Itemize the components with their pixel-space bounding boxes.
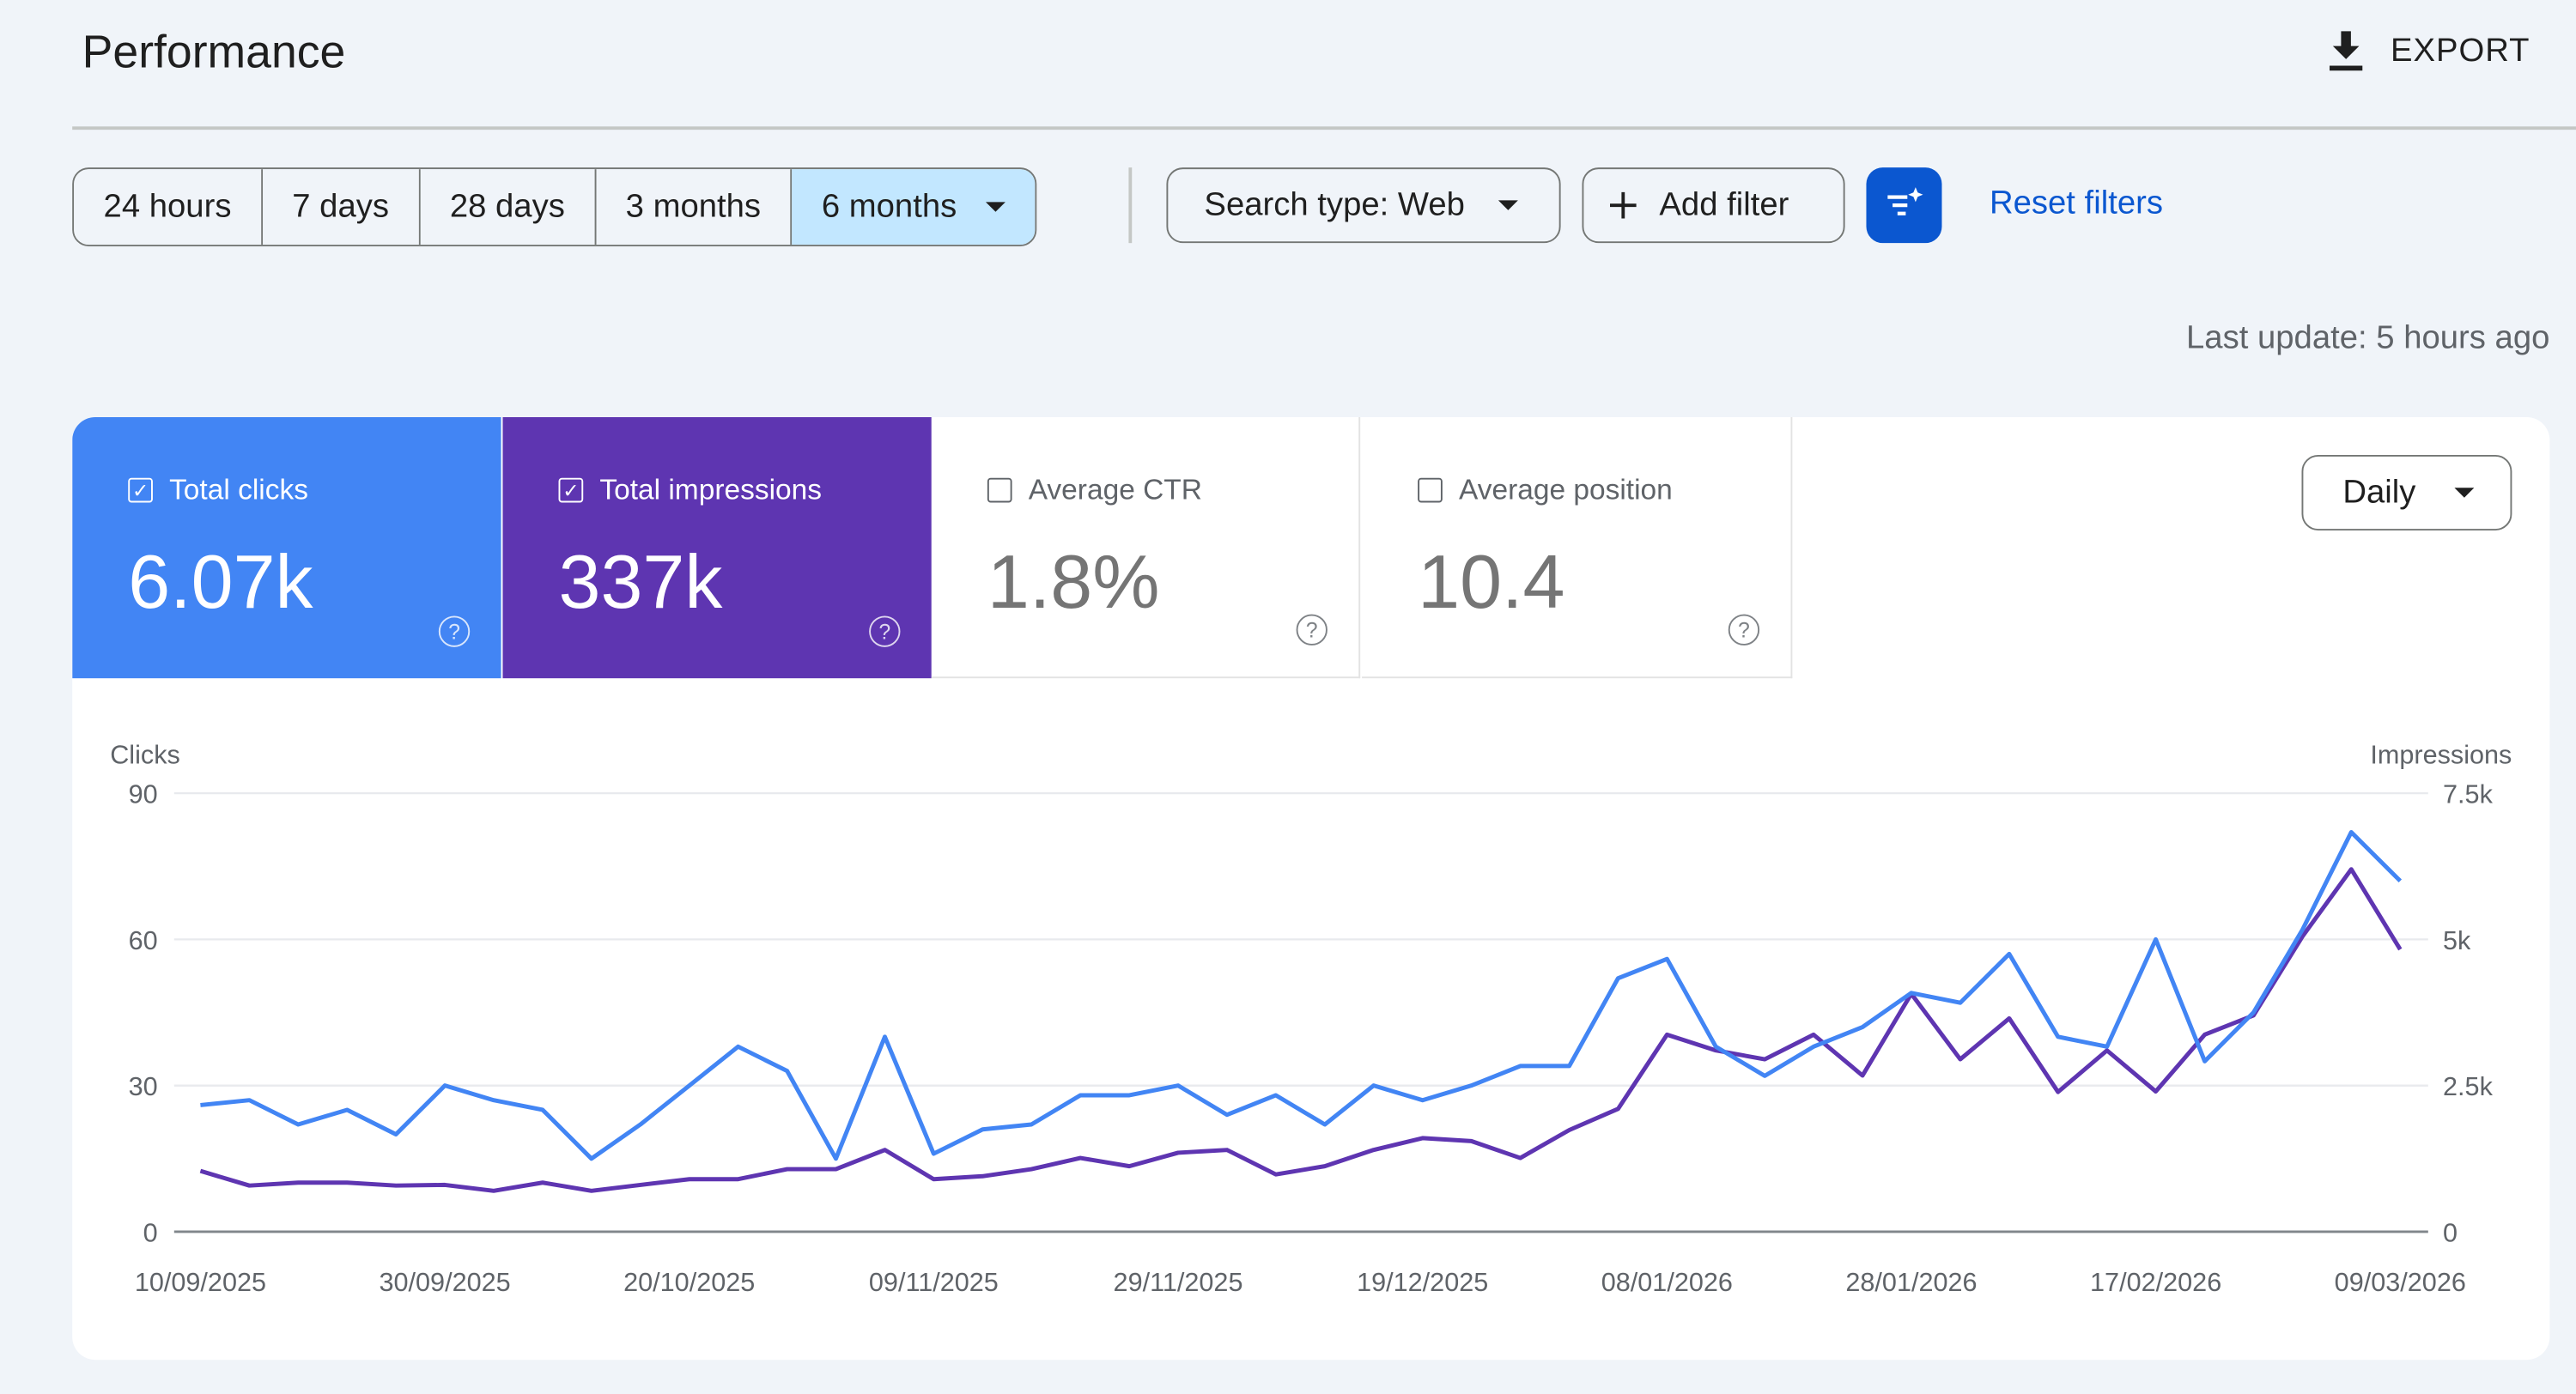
range-label: 6 months [821,188,957,225]
granularity-label: Daily [2342,473,2416,511]
range-24-hours[interactable]: 24 hours [74,169,263,245]
metric-value: 1.8% [987,538,1160,625]
page-title: Performance [82,26,346,77]
metric-label: Average position [1458,473,1673,506]
granularity-dropdown[interactable]: Daily [2301,454,2512,530]
search-type-dropdown[interactable]: Search type: Web [1166,167,1561,244]
checkbox-unchecked-icon[interactable] [987,477,1012,503]
metric-value: 337k [558,538,723,625]
help-icon[interactable]: ? [1296,614,1327,645]
add-filter-button[interactable]: Add filter [1582,167,1845,244]
export-button[interactable]: EXPORT [2328,29,2530,72]
add-filter-label: Add filter [1659,186,1789,223]
range-6-months-selected[interactable]: 6 months [792,169,1036,245]
metric-card-average-ctr[interactable]: Average CTR 1.8% ? [931,416,1361,679]
metric-value: 10.4 [1418,538,1565,625]
range-label: 28 days [449,188,565,225]
help-icon[interactable]: ? [438,615,471,647]
toolbar-divider [1128,167,1132,244]
caret-down-icon [2454,488,2475,498]
metric-label: Total clicks [169,473,308,506]
range-label: 3 months [625,188,762,225]
range-7-days[interactable]: 7 days [262,169,421,245]
caret-down-icon [1498,200,1518,210]
checkbox-checked-icon[interactable]: ✓ [128,477,153,503]
range-28-days[interactable]: 28 days [420,169,597,245]
checkbox-checked-icon[interactable]: ✓ [558,477,584,503]
help-icon[interactable]: ? [869,615,901,647]
metric-card-total-clicks[interactable]: ✓ Total clicks 6.07k ? [72,416,501,679]
checkbox-unchecked-icon[interactable] [1418,477,1443,503]
export-label: EXPORT [2391,32,2530,69]
header-divider [72,126,2576,130]
metric-card-total-impressions[interactable]: ✓ Total impressions 337k ? [502,416,932,679]
range-3-months[interactable]: 3 months [596,169,793,245]
metric-value: 6.07k [128,538,313,625]
metric-label: Total impressions [599,473,823,506]
metric-label: Average CTR [1028,473,1202,506]
metric-card-average-position[interactable]: Average position 10.4 ? [1362,416,1793,679]
filter-sparkle-icon [1887,187,1923,215]
performance-panel: ✓ Total clicks 6.07k ? ✓ Total impressions… [72,416,2550,1361]
search-type-label: Search type: Web [1204,186,1465,223]
reset-filters-link[interactable]: Reset filters [1989,185,2163,222]
download-icon [2330,31,2363,71]
date-range-selector: 24 hours 7 days 28 days 3 months 6 month… [72,167,1037,246]
caret-down-icon [986,202,1006,212]
plus-icon [1610,191,1637,219]
filter-suggestions-button[interactable] [1866,167,1942,244]
help-icon[interactable]: ? [1728,614,1760,645]
range-label: 7 days [292,188,390,225]
range-label: 24 hours [103,188,232,225]
last-update-text: Last update: 5 hours ago [2186,320,2550,357]
